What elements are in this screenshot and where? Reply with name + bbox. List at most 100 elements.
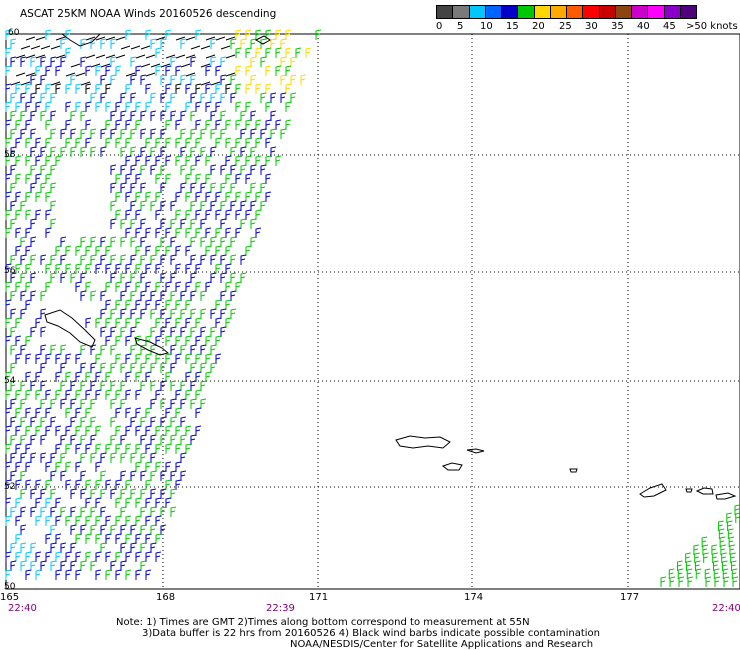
wind-barb <box>20 254 27 265</box>
wind-barb <box>115 263 122 274</box>
wind-barb <box>90 92 97 103</box>
wind-barb <box>145 299 152 310</box>
wind-barb <box>10 470 17 481</box>
wind-barb <box>5 569 12 580</box>
wind-barb <box>25 479 32 490</box>
wind-barb <box>15 515 22 526</box>
wind-barb <box>215 353 222 364</box>
wind-barb <box>240 146 247 157</box>
wind-barb <box>270 92 277 103</box>
wind-barb <box>105 101 112 112</box>
wind-barb <box>155 227 162 238</box>
legend-swatch <box>566 5 584 19</box>
wind-barb <box>130 290 137 301</box>
wind-barb <box>185 54 196 59</box>
wind-barb <box>145 191 152 202</box>
wind-barb <box>150 326 157 337</box>
wind-barb <box>15 83 22 94</box>
wind-barb <box>155 137 162 148</box>
wind-barb <box>145 137 152 148</box>
wind-barb <box>85 65 92 76</box>
wind-barb <box>230 272 237 283</box>
wind-barb <box>730 552 736 563</box>
wind-barb <box>125 335 132 346</box>
wind-barb <box>195 155 202 166</box>
wind-barb <box>90 380 97 391</box>
wind-barb <box>90 290 97 301</box>
wind-barb <box>265 191 272 202</box>
wind-barb <box>215 227 222 238</box>
wind-barb <box>20 398 27 409</box>
wind-barb <box>115 191 122 202</box>
wind-barb <box>35 173 42 184</box>
wind-barb <box>250 164 257 175</box>
wind-barb <box>100 290 107 301</box>
wind-barb <box>235 47 242 58</box>
wind-barb <box>155 389 162 400</box>
wind-barb <box>135 317 142 328</box>
wind-barb <box>230 236 237 247</box>
wind-barb <box>45 407 52 418</box>
wind-barb <box>235 119 242 130</box>
wind-barb <box>60 344 67 355</box>
wind-barb <box>10 92 17 103</box>
wind-barb <box>15 281 22 292</box>
wind-barb <box>10 308 17 319</box>
wind-barb <box>60 56 67 67</box>
wind-barb <box>90 362 97 373</box>
wind-barb <box>90 416 97 427</box>
wind-barb <box>25 209 32 220</box>
wind-barb <box>125 371 132 382</box>
wind-barb <box>265 155 272 166</box>
wind-barb <box>10 434 17 445</box>
wind-barb <box>75 101 82 112</box>
lat-label-56: 56 <box>4 266 16 276</box>
wind-barb <box>25 299 32 310</box>
wind-barb <box>735 512 740 523</box>
wind-barb <box>160 38 167 49</box>
wind-barb <box>160 434 167 445</box>
wind-barb <box>10 542 17 553</box>
wind-barb <box>40 74 47 85</box>
wind-barb <box>15 317 22 328</box>
wind-barb <box>40 254 47 265</box>
wind-barb <box>105 569 112 580</box>
wind-barb <box>125 137 132 148</box>
wind-barb <box>35 209 42 220</box>
wind-barb <box>5 173 12 184</box>
wind-barb <box>75 371 82 382</box>
wind-barb <box>140 362 147 373</box>
wind-barb <box>55 155 62 166</box>
wind-barb <box>165 101 172 112</box>
wind-barb <box>140 506 147 517</box>
lat-label-54: 54 <box>4 376 16 386</box>
wind-barb <box>185 173 192 184</box>
wind-barb <box>180 434 187 445</box>
wind-barb <box>110 254 117 265</box>
wind-barb <box>35 83 42 94</box>
wind-barb <box>15 425 22 436</box>
wind-barb <box>285 65 292 76</box>
wind-barb <box>135 101 142 112</box>
wind-barb <box>150 164 157 175</box>
wind-barb <box>155 245 162 256</box>
wind-barb <box>100 452 107 463</box>
wind-barb <box>20 560 27 571</box>
map-title: ASCAT 25KM NOAA Winds 20160526 descendin… <box>20 8 277 20</box>
wind-barb <box>170 218 177 229</box>
wind-barb <box>5 479 12 490</box>
wind-barb <box>185 155 192 166</box>
wind-barb <box>50 560 57 571</box>
wind-barb <box>30 272 37 283</box>
wind-barb <box>285 29 292 40</box>
wind-barb <box>55 461 62 472</box>
wind-barb <box>175 263 182 274</box>
wind-barb <box>60 362 67 373</box>
wind-barb <box>210 182 217 193</box>
wind-barb <box>125 533 132 544</box>
wind-barb <box>5 443 12 454</box>
wind-barb <box>70 434 77 445</box>
wind-barb <box>90 524 97 535</box>
wind-barb <box>250 182 257 193</box>
wind-barb <box>100 506 107 517</box>
